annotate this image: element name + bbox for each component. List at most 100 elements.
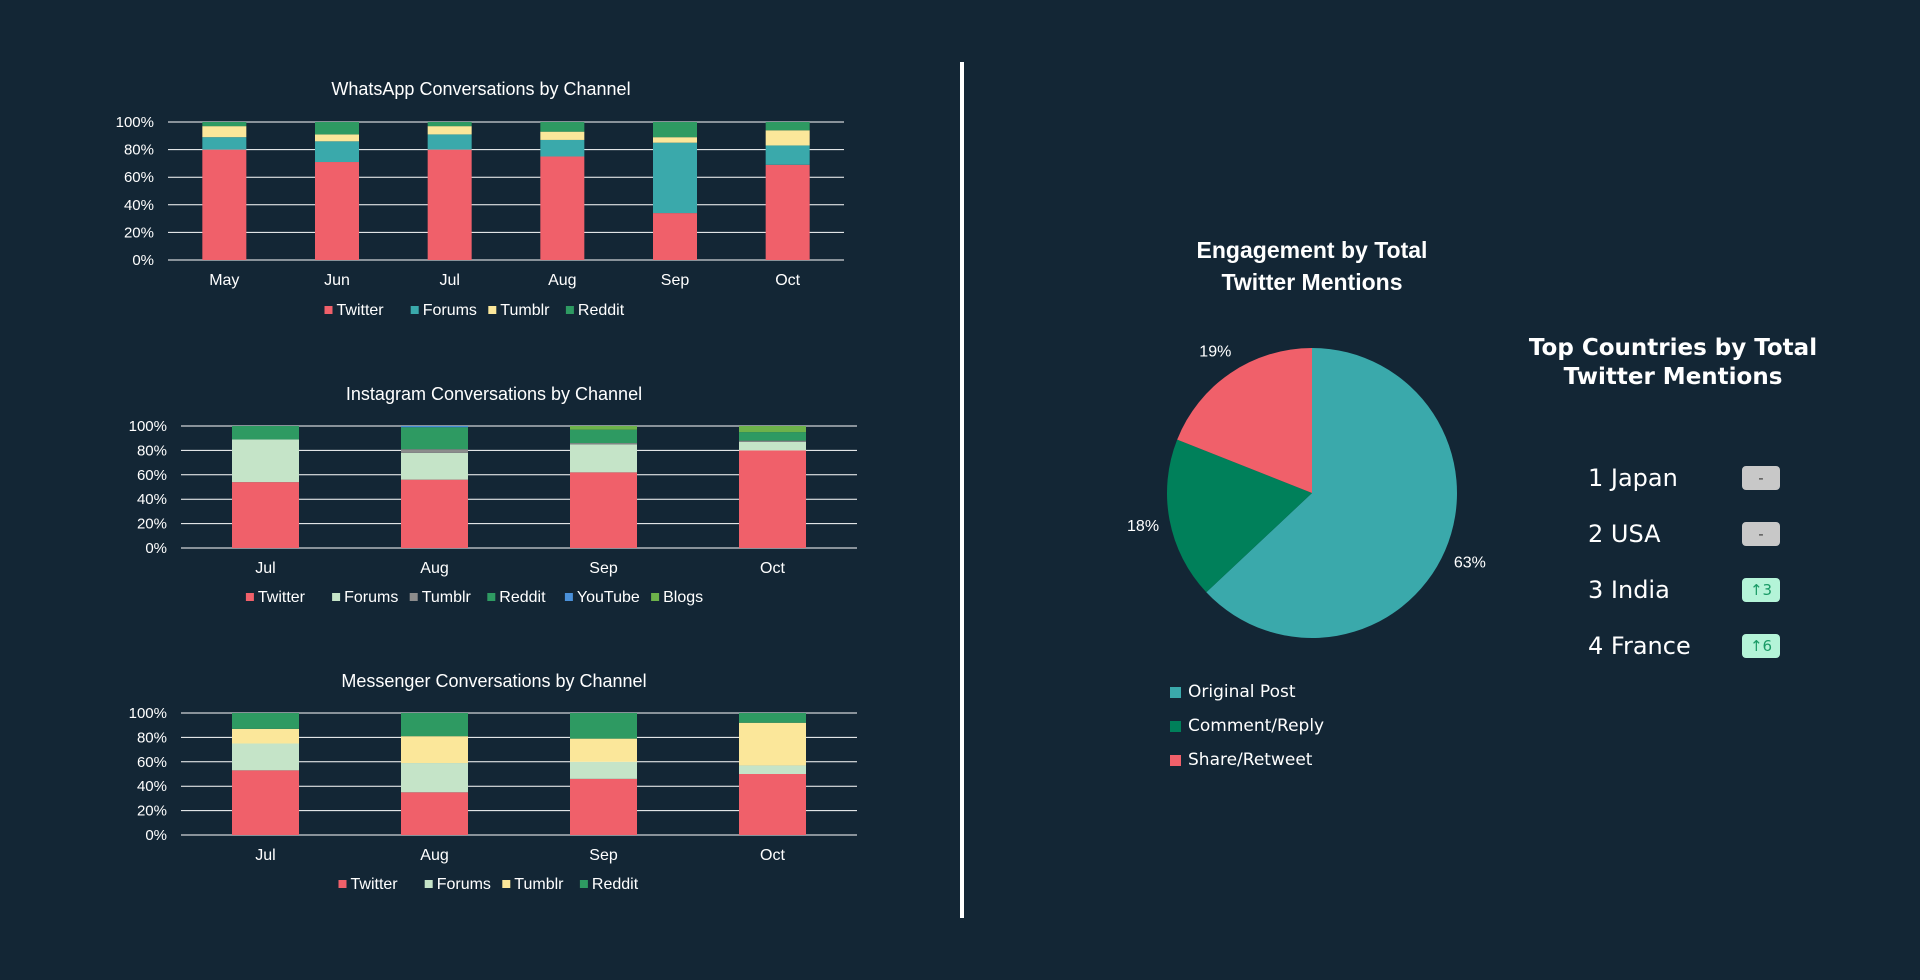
bar-segment-tumblr-jul [427, 126, 472, 135]
bar-segment-tumblr-sep [570, 738, 637, 762]
pie-legend-item-share-retweet: Share/Retweet [1170, 750, 1312, 770]
y-tick-label: 80% [137, 442, 167, 459]
bar-segment-twitter-sep [570, 778, 637, 835]
countries-title-line-1: Top Countries by Total [1528, 335, 1818, 361]
bar-segment-forums-aug [401, 763, 468, 793]
legend-swatch [409, 593, 418, 601]
y-tick-label: 100% [129, 705, 167, 722]
pie-slice-original-post [1206, 348, 1457, 638]
bar-segment-tumblr-may [202, 126, 247, 138]
legend-label: Reddit [499, 589, 546, 606]
bar-segment-reddit-jul [427, 122, 472, 127]
legend-label: Tumblr [500, 302, 550, 319]
bar-segment-blogs-oct [739, 426, 806, 433]
legend-swatch [651, 593, 660, 601]
pie-data-label: 19% [1199, 344, 1231, 361]
bar-segment-reddit-sep [570, 713, 637, 739]
y-tick-label: 100% [129, 418, 167, 435]
bar-segment-forums-oct [765, 145, 810, 165]
legend-label: Tumblr [514, 876, 564, 893]
bar-segment-reddit-jul [232, 426, 299, 440]
y-tick-label: 60% [137, 754, 167, 771]
bar-segment-forums-jul [232, 439, 299, 483]
bar-segment-tumblr-aug [401, 449, 468, 453]
x-tick-label: Jul [255, 847, 275, 864]
y-tick-label: 20% [137, 803, 167, 820]
legend-label: Forums [423, 302, 477, 319]
pie-data-label: 18% [1127, 518, 1159, 535]
pie-title-line: Twitter Mentions [1221, 269, 1402, 295]
bar-segment-tumblr-oct [739, 440, 806, 442]
x-tick-label: Jul [439, 272, 459, 289]
bar-segment-tumblr-oct [765, 130, 810, 146]
legend-label: Forums [437, 876, 491, 893]
legend-swatch [324, 306, 333, 314]
legend-swatch [502, 880, 511, 888]
country-name: 4 France [1588, 632, 1691, 660]
x-tick-label: Oct [775, 272, 800, 289]
bar-segment-reddit-oct [739, 432, 806, 441]
x-tick-label: Sep [589, 560, 618, 577]
bar-segment-blogs-sep [570, 426, 637, 430]
bar-segment-reddit-aug [540, 122, 585, 132]
chart-legend: Twitter Forums Tumblr Reddit [338, 876, 639, 893]
legend-label: Twitter [258, 589, 306, 606]
x-tick-label: Jul [255, 560, 275, 577]
bar-segment-forums-may [202, 137, 247, 150]
legend-swatch [1170, 686, 1181, 698]
bar-segment-twitter-aug [540, 156, 585, 260]
bar-segment-tumblr-jun [315, 134, 359, 142]
bar-segment-twitter-oct [739, 774, 806, 835]
y-tick-label: 60% [137, 467, 167, 484]
bar-segment-reddit-oct [739, 713, 806, 723]
legend-label: Blogs [663, 589, 703, 606]
pie-slice-share-retweet [1177, 348, 1312, 493]
pie-legend-item-comment-reply: Comment/Reply [1170, 716, 1324, 736]
chart-legend: Twitter Forums Tumblr Reddit YouTube Blogs [245, 589, 703, 606]
country-name: 3 India [1588, 576, 1670, 604]
bar-segment-twitter-oct [765, 164, 810, 260]
legend-label: Original Post [1188, 682, 1296, 702]
chart-title: Instagram Conversations by Channel [346, 384, 642, 404]
stacked-bar-chart-3: Messenger Conversations by Channel 0% 20% 4… [129, 671, 857, 893]
y-tick-label: 60% [124, 169, 154, 186]
bar-segment-twitter-aug [401, 792, 468, 835]
y-tick-label: 0% [132, 252, 154, 269]
bar-segment-forums-jul [232, 743, 299, 771]
bar-segment-tumblr-aug [401, 736, 468, 764]
legend-swatch [338, 880, 347, 888]
pie-slice-comment-reply [1167, 439, 1312, 593]
pie-data-label: 63% [1454, 554, 1486, 571]
y-tick-label: 20% [137, 516, 167, 533]
countries-title: Top Countries by Total Twitter Mentions [1500, 334, 1846, 392]
x-tick-label: Sep [589, 847, 618, 864]
chart-legend: Twitter Forums Tumblr Reddit [324, 302, 625, 319]
y-tick-label: 0% [145, 827, 167, 844]
bar-segment-twitter-jul [232, 482, 299, 548]
bar-segment-tumblr-sep [653, 137, 697, 143]
y-tick-label: 40% [124, 197, 154, 214]
chart-title: Messenger Conversations by Channel [341, 671, 646, 691]
rank-change-badge: - [1742, 466, 1780, 490]
bar-segment-forums-sep [570, 444, 637, 473]
bar-segment-reddit-sep [570, 429, 637, 444]
stacked-bar-chart-2: Instagram Conversations by Channel 0% 20% 4… [129, 384, 857, 606]
pie-title: Engagement by Total Twitter Mentions [1197, 237, 1428, 295]
country-row-france: 4 France ↑6 [1588, 629, 1780, 663]
country-name: 2 USA [1588, 520, 1661, 548]
bar-segment-twitter-jun [315, 162, 359, 260]
legend-label: Twitter [351, 876, 399, 893]
y-tick-label: 40% [137, 778, 167, 795]
country-row-usa: 2 USA - [1588, 517, 1780, 551]
x-tick-label: Oct [760, 847, 785, 864]
country-name: 1 Japan [1588, 464, 1678, 492]
bar-segment-tumblr-oct [739, 722, 806, 766]
legend-swatch [332, 593, 341, 601]
bar-segment-tumblr-jul [232, 728, 299, 744]
bar-segment-forums-sep [653, 142, 697, 214]
engagement-pie-legend: Original Post Comment/Reply Share/Retweet [1170, 682, 1480, 784]
chart-title: WhatsApp Conversations by Channel [331, 79, 630, 99]
panel-divider [960, 62, 964, 918]
legend-swatch [1170, 720, 1181, 732]
